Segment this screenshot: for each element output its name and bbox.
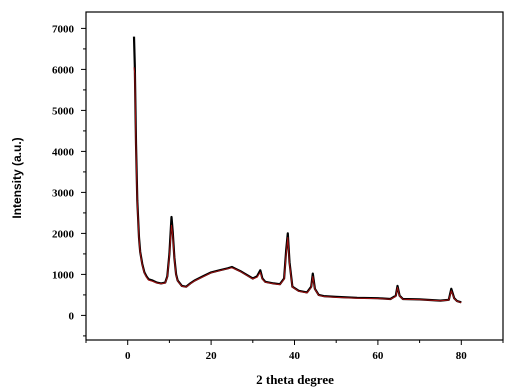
x-tick-label: 80 xyxy=(456,350,468,362)
x-tick-label: 40 xyxy=(289,350,301,362)
x-axis-title: 2 theta degree xyxy=(256,372,334,387)
plot-frame xyxy=(85,11,504,341)
series-line-1 xyxy=(133,67,462,303)
y-tick-label: 5000 xyxy=(52,105,75,117)
series-layer xyxy=(132,36,462,304)
y-tick-label: 1000 xyxy=(52,269,75,281)
y-axis-title: Intensity (a.u.) xyxy=(10,137,24,218)
series-line-0 xyxy=(132,36,462,304)
x-tick-label: 20 xyxy=(206,350,218,362)
plot-border xyxy=(85,11,504,341)
y-tick-label: 7000 xyxy=(52,23,75,35)
x-tick-label: 60 xyxy=(372,350,384,362)
y-tick-label: 4000 xyxy=(52,146,75,158)
y-tick-label: 6000 xyxy=(52,64,75,76)
y-tick-label: 2000 xyxy=(52,228,75,240)
y-tick-label: 0 xyxy=(69,310,75,322)
x-axis-ticks: 0 20 40 60 80 xyxy=(85,340,504,362)
x-tick-label: 0 xyxy=(125,350,131,362)
y-axis-ticks: 0 1000 2000 3000 4000 5000 6000 7000 xyxy=(52,23,86,337)
y-tick-label: 3000 xyxy=(52,187,75,199)
